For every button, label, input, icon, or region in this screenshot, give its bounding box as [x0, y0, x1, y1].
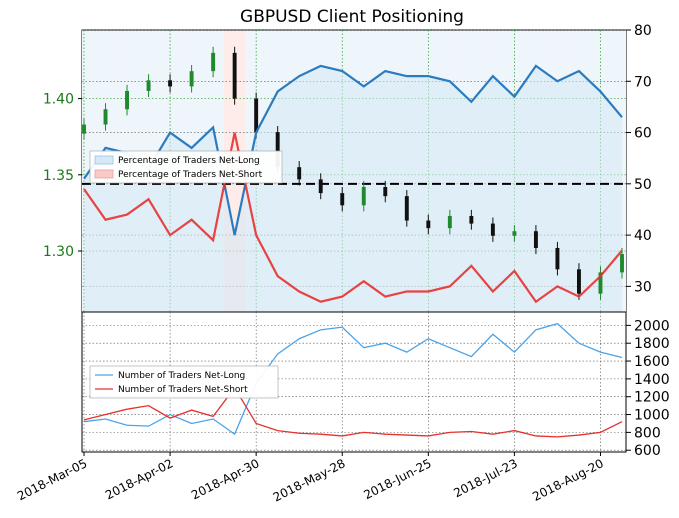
net-short-line — [83, 132, 623, 304]
price-candle — [555, 247, 560, 270]
bottom-tick-label-1800: 1800 — [634, 336, 670, 352]
bottom-legend: Number of Traders Net-Long Number of Tra… — [89, 365, 279, 399]
bottom-tick-label-800: 800 — [634, 425, 661, 441]
price-candle — [533, 231, 538, 248]
price-candle — [361, 187, 366, 206]
price-candle — [577, 269, 581, 294]
bottom-tick-label-1600: 1600 — [634, 354, 670, 370]
price-candle — [168, 80, 173, 87]
x-tick-label-0: 2018-Mar-05 — [15, 456, 89, 503]
x-tick-label-4: 2018-Jun-25 — [361, 456, 433, 502]
price-candle — [254, 98, 259, 133]
price-candle — [340, 193, 345, 206]
price-candle — [232, 52, 237, 99]
price-candle — [275, 132, 280, 168]
tick-label-right-30: 30 — [634, 279, 652, 295]
x-tick-label-5: 2018-Jul-23 — [451, 456, 519, 500]
bottom-legend-box — [89, 365, 279, 399]
tick-label-left-1.30: 1.30 — [43, 244, 74, 260]
price-candle — [598, 272, 603, 294]
x-tick-label-2: 2018-Apr-30 — [189, 456, 261, 502]
price-candle — [103, 109, 108, 125]
tick-label-right-70: 70 — [634, 74, 652, 90]
tick-label-left-1.40: 1.40 — [43, 92, 74, 108]
count-long-line — [83, 322, 623, 436]
price-candle — [82, 124, 86, 134]
price-candle — [469, 215, 474, 224]
legend-label-count-long: Number of Traders Net-Long — [118, 371, 245, 381]
net-long-line — [83, 64, 623, 236]
bottom-tick-label-1000: 1000 — [634, 408, 670, 424]
price-candle — [297, 167, 302, 180]
bottom-tick-label-2000: 2000 — [634, 318, 670, 334]
legend-label-net-long: Percentage of Traders Net-Long — [118, 156, 260, 166]
top-legend: Percentage of Traders Net-Long Percentag… — [89, 150, 283, 184]
count-short-line — [83, 386, 623, 438]
legend-label-net-short: Percentage of Traders Net-Short — [118, 170, 263, 180]
x-tick-label-1: 2018-Apr-02 — [103, 456, 175, 502]
tick-label-right-60: 60 — [634, 126, 652, 142]
x-tick-label-3: 2018-May-28 — [271, 456, 348, 504]
price-candle — [125, 90, 129, 110]
legend-label-count-short: Number of Traders Net-Short — [118, 385, 248, 395]
price-candle — [189, 71, 194, 87]
price-candle — [447, 215, 452, 229]
bottom-tick-label-1400: 1400 — [634, 372, 670, 388]
x-tick-label-6: 2018-Aug-20 — [530, 456, 606, 504]
price-candle — [404, 196, 409, 221]
price-candle — [211, 52, 216, 72]
tick-label-left-1.35: 1.35 — [43, 168, 74, 184]
legend-swatch-net-short — [94, 169, 114, 179]
tick-label-right-80: 80 — [634, 23, 652, 39]
bottom-tick-label-1200: 1200 — [634, 390, 670, 406]
tick-label-right-40: 40 — [634, 228, 652, 244]
chart-title: GBPUSD Client Positioning — [240, 7, 464, 27]
price-candle — [318, 179, 323, 194]
legend-swatch-net-long — [94, 155, 114, 165]
price-candle — [512, 231, 517, 236]
net-long-area — [84, 65, 622, 313]
price-candle — [426, 220, 431, 229]
tick-label-right-50: 50 — [634, 177, 652, 193]
top-panel: 30 40 50 60 70 80 1.30 1.35 1.40 Percentage of … — [43, 23, 652, 313]
price-candle — [383, 187, 388, 197]
top-legend-box — [89, 150, 283, 184]
price-candle — [490, 223, 495, 236]
bottom-tick-label-600: 600 — [634, 443, 661, 459]
price-candle — [620, 254, 624, 273]
price-candle — [146, 80, 151, 91]
